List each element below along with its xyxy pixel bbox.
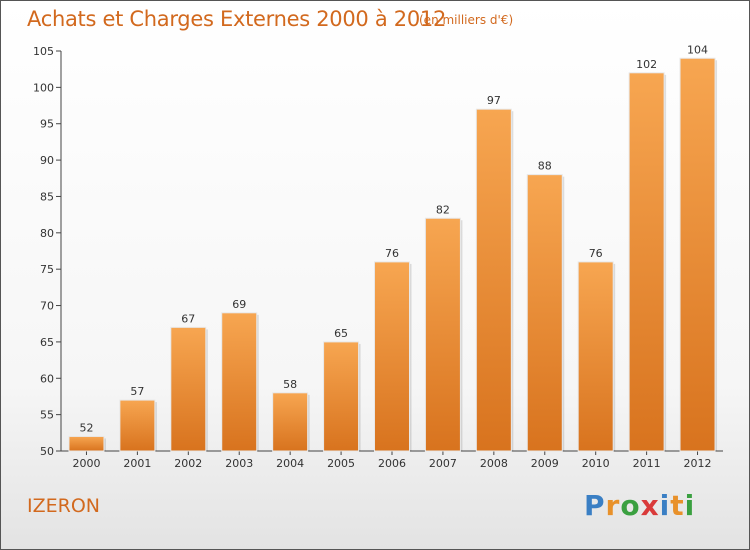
- bar: [170, 326, 207, 452]
- bar: [424, 217, 461, 452]
- y-tick-label: 70: [40, 300, 54, 313]
- y-tick-label: 65: [40, 336, 54, 349]
- x-tick-label: 2003: [225, 457, 253, 470]
- y-tick-label: 50: [40, 445, 54, 458]
- data-label: 88: [538, 160, 552, 173]
- logo-letter: i: [659, 489, 671, 522]
- data-label: 76: [589, 247, 603, 260]
- x-tick-label: 2007: [429, 457, 457, 470]
- chart-axes: 50 55 60 65 70 75 80 85 90 95 100 105: [33, 45, 723, 458]
- x-tick-label: 2010: [582, 457, 610, 470]
- bar: [119, 399, 156, 452]
- y-tick-label: 95: [40, 118, 54, 131]
- data-label: 57: [130, 385, 144, 398]
- y-tick-label: 85: [40, 190, 54, 203]
- chart-bars: [68, 57, 718, 452]
- chart-subtitle: (en milliers d'€): [419, 13, 514, 27]
- x-tick-label: 2008: [480, 457, 508, 470]
- bar: [628, 72, 665, 452]
- bar: [272, 392, 309, 452]
- x-tick-label: 2011: [633, 457, 661, 470]
- bar: [374, 261, 410, 452]
- y-tick-label: 90: [40, 154, 54, 167]
- y-tick-label: 100: [33, 81, 54, 94]
- commune-name: IZERON: [27, 495, 100, 517]
- y-tick-label: 60: [40, 372, 54, 385]
- proxiti-logo: Proxiti: [584, 489, 695, 522]
- bar: [221, 312, 258, 452]
- y-tick-label: 80: [40, 227, 54, 240]
- data-label: 52: [79, 421, 93, 434]
- x-tick-label: 2001: [123, 457, 151, 470]
- data-label: 82: [436, 203, 450, 216]
- bar: [526, 174, 563, 452]
- x-tick-label: 2005: [327, 457, 355, 470]
- data-label: 65: [334, 327, 348, 340]
- data-label: 69: [232, 298, 246, 311]
- bar: [68, 435, 105, 452]
- data-label: 102: [636, 58, 657, 71]
- chart-title: Achats et Charges Externes 2000 à 2012: [27, 7, 447, 31]
- data-label: 97: [487, 94, 501, 107]
- logo-letter: x: [640, 489, 660, 522]
- logo-letter: i: [684, 489, 696, 522]
- x-tick-label: 2004: [276, 457, 304, 470]
- logo-letter: P: [584, 489, 606, 522]
- chart-labels: 2000 52 2001 57 2002 67 2003 69 2004 58 2005 65 2006…: [72, 43, 711, 470]
- x-tick-label: 2009: [531, 457, 559, 470]
- logo-letter: o: [620, 489, 641, 522]
- data-label: 76: [385, 247, 399, 260]
- x-tick-label: 2002: [174, 457, 202, 470]
- bar: [475, 108, 512, 452]
- y-tick-label: 55: [40, 409, 54, 422]
- bar: [577, 261, 614, 452]
- bar: [679, 57, 716, 452]
- data-label: 58: [283, 378, 297, 391]
- x-tick-label: 2000: [72, 457, 100, 470]
- logo-letter: r: [605, 489, 621, 522]
- y-tick-label: 105: [33, 45, 54, 58]
- data-label: 104: [687, 43, 708, 56]
- x-tick-label: 2012: [684, 457, 712, 470]
- data-label: 67: [181, 312, 195, 325]
- bar: [323, 341, 360, 452]
- x-tick-label: 2006: [378, 457, 406, 470]
- logo-letter: t: [670, 489, 685, 522]
- y-tick-label: 75: [40, 263, 54, 276]
